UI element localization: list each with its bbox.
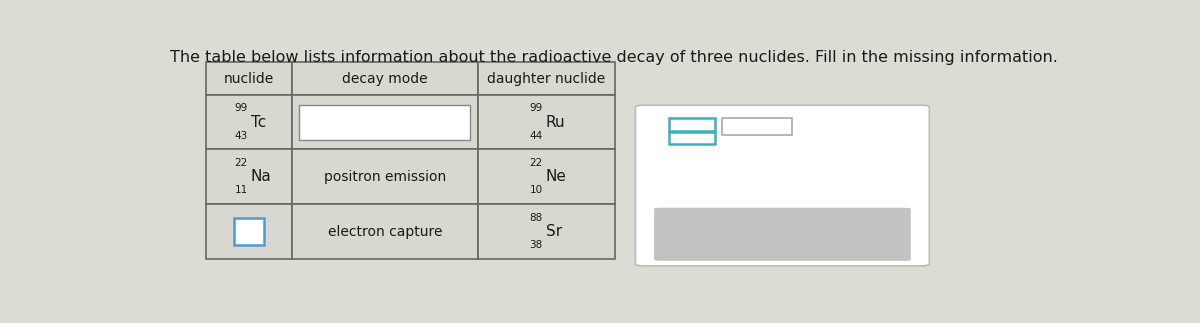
Text: 11: 11 [234, 185, 248, 195]
Text: 43: 43 [234, 131, 248, 141]
Bar [292, 150, 478, 204]
Text: Na: Na [251, 169, 271, 184]
Bar [206, 95, 292, 150]
Bar [299, 105, 470, 140]
Text: beta emission: beta emission [311, 115, 408, 129]
Text: 38: 38 [529, 240, 542, 250]
Text: 22: 22 [529, 158, 542, 168]
Text: electron capture: electron capture [328, 224, 442, 238]
Bar [206, 150, 292, 204]
Text: nuclide: nuclide [223, 72, 274, 86]
Bar [722, 118, 792, 134]
Bar [292, 62, 478, 95]
Bar [234, 218, 264, 245]
Text: ↺: ↺ [823, 224, 840, 244]
Text: decay mode: decay mode [342, 72, 427, 86]
Text: positron emission: positron emission [324, 170, 446, 184]
FancyBboxPatch shape [636, 105, 929, 266]
Bar [478, 150, 616, 204]
Text: ×: × [732, 224, 750, 244]
Bar [478, 62, 616, 95]
Text: Ru: Ru [546, 115, 565, 130]
Bar [478, 204, 616, 259]
Text: ✓: ✓ [450, 115, 463, 130]
Text: 88: 88 [529, 213, 542, 223]
Bar [292, 204, 478, 259]
Text: Sr: Sr [546, 224, 562, 239]
Text: The table below lists information about the radioactive decay of three nuclides.: The table below lists information about … [170, 50, 1058, 65]
Bar [206, 62, 292, 95]
FancyBboxPatch shape [654, 208, 911, 261]
Text: 10: 10 [529, 185, 542, 195]
Bar [206, 204, 292, 259]
Bar [668, 119, 715, 131]
Text: daughter nuclide: daughter nuclide [487, 72, 606, 86]
Text: 22: 22 [234, 158, 248, 168]
Text: 44: 44 [529, 131, 542, 141]
Text: Ne: Ne [546, 169, 566, 184]
Bar [292, 95, 478, 150]
Text: 99: 99 [529, 103, 542, 113]
Bar [478, 95, 616, 150]
Bar [668, 132, 715, 144]
Text: Tc: Tc [251, 115, 266, 130]
Text: 99: 99 [234, 103, 248, 113]
